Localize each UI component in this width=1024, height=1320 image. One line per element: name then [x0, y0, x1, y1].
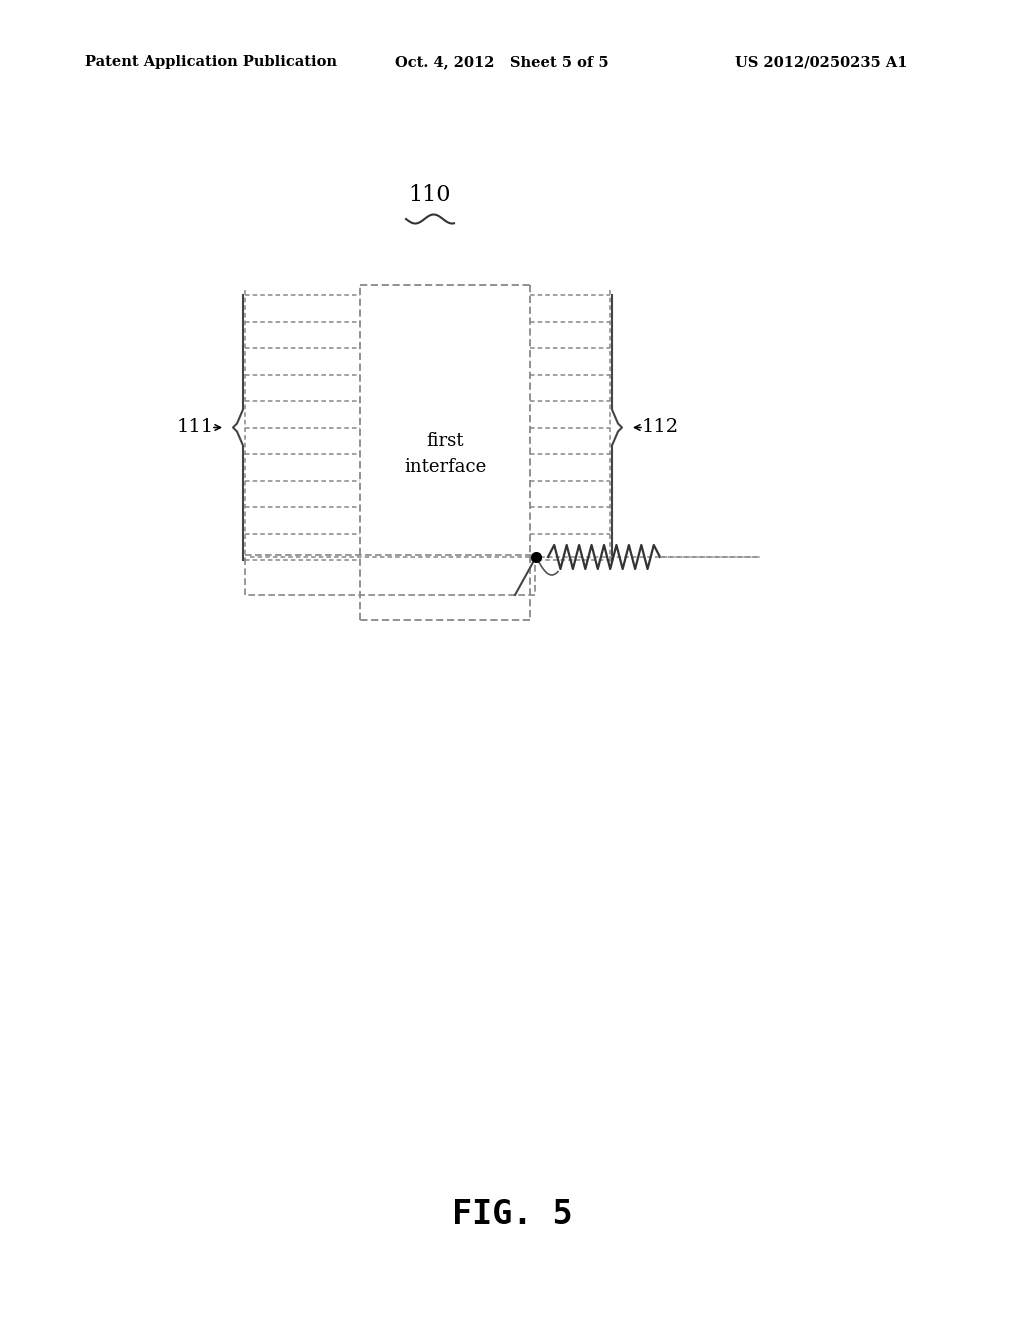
Text: 110: 110	[409, 183, 452, 206]
Text: first: first	[426, 432, 464, 450]
Text: interface: interface	[403, 458, 486, 475]
Text: Oct. 4, 2012   Sheet 5 of 5: Oct. 4, 2012 Sheet 5 of 5	[395, 55, 608, 69]
Text: 111: 111	[176, 418, 214, 437]
Text: Patent Application Publication: Patent Application Publication	[85, 55, 337, 69]
Bar	[245, 554, 535, 595]
Text: 112: 112	[641, 418, 679, 437]
Text: US 2012/0250235 A1: US 2012/0250235 A1	[735, 55, 907, 69]
Text: FIG. 5: FIG. 5	[452, 1199, 572, 1232]
